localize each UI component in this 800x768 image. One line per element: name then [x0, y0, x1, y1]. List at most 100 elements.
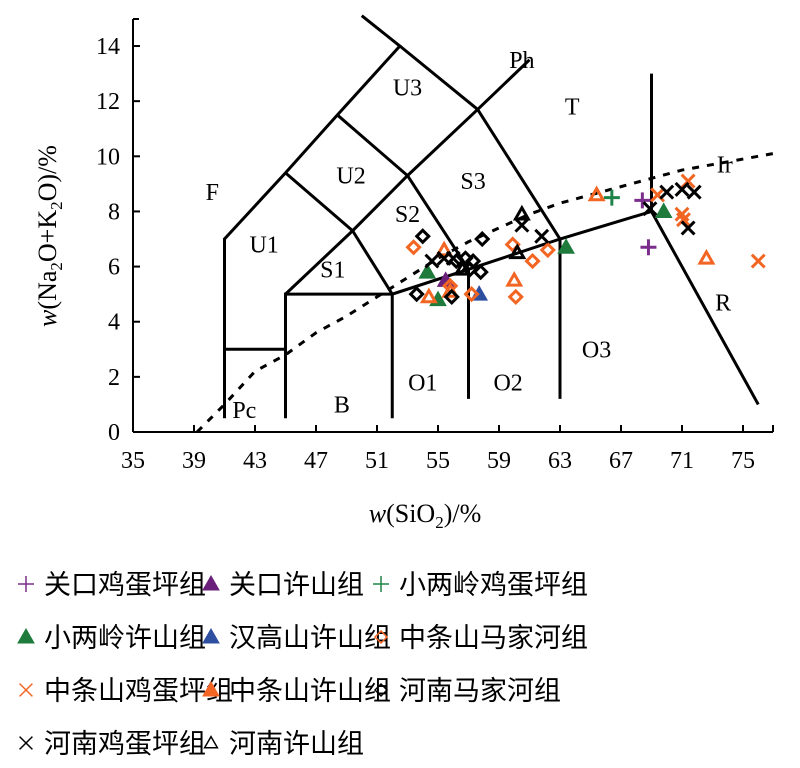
data-point [405, 239, 422, 256]
field-label-s1: S1 [320, 257, 345, 283]
data-point [697, 248, 716, 265]
x-tick-label: 59 [487, 448, 511, 474]
y-tick-label: 12 [96, 89, 120, 115]
data-point [680, 220, 696, 236]
legend-item: 关口鸡蛋坪组 [14, 563, 206, 602]
data-point [654, 202, 673, 218]
triangle-filled-marker-icon [199, 624, 223, 648]
x-tick-label: 55 [426, 448, 450, 474]
data-point [414, 228, 431, 245]
y-tick-label: 4 [108, 310, 120, 336]
data-point [676, 212, 691, 228]
legend-label: 中条山鸡蛋坪组 [44, 676, 233, 707]
field-boundary [650, 73, 760, 406]
legend-marker [19, 682, 33, 697]
x-ticks: 35 39 43 47 51 55 59 63 67 71 75 [121, 425, 774, 474]
legend-item: 汉高山许山组 [199, 616, 391, 655]
tas-diagram: 35 39 43 47 51 55 59 63 67 71 75 0 2 4 6 8 10 12 14 Ph U3 T… [33, 14, 774, 532]
series-8 [408, 228, 491, 306]
data-point [507, 288, 524, 306]
series-5 [405, 236, 556, 306]
data-point [504, 236, 521, 253]
field-boundary [476, 108, 562, 240]
y-tick-label: 10 [96, 144, 120, 170]
field-label-f: F [206, 180, 219, 206]
data-point [640, 239, 657, 256]
x-tick-label: 51 [365, 448, 389, 474]
data-point [557, 238, 575, 254]
series-6 [650, 173, 766, 269]
x-tick-label: 43 [243, 448, 267, 474]
y-axis-title: w(Na2O+K2O)/% [33, 145, 66, 327]
legend-label: 关口许山组 [229, 570, 364, 601]
legend-marker [18, 575, 34, 592]
legend-row: 河南鸡蛋坪组 河南许山组 [14, 715, 800, 768]
legend-item: 关口许山组 [199, 563, 369, 602]
data-point [445, 250, 461, 266]
field-label-t: T [565, 95, 580, 121]
data-point [686, 184, 702, 200]
legend-marker [373, 629, 389, 644]
data-point [474, 230, 491, 248]
data-point [659, 184, 675, 200]
y-ticks: 0 2 4 6 8 10 12 14 [96, 34, 140, 446]
x-axis-title: w(SiO2)/% [369, 499, 482, 532]
y-tick-label: 14 [96, 34, 120, 60]
data-point [539, 241, 556, 259]
field-label-ph: Ph [509, 48, 534, 74]
x-tick-label: 39 [182, 448, 206, 474]
data-point [674, 181, 690, 197]
data-point [750, 253, 766, 269]
data-point [453, 259, 472, 276]
legend-marker [373, 682, 389, 697]
legend-label: 中条山马家河组 [399, 623, 588, 654]
field-label-s2: S2 [395, 202, 420, 228]
data-point [505, 270, 524, 287]
series-0 [634, 192, 657, 256]
data-point [463, 286, 480, 303]
x-tick-label: 35 [121, 448, 145, 474]
legend-marker [202, 574, 220, 590]
plus-marker-icon [14, 571, 38, 595]
legend-label: 关口鸡蛋坪组 [44, 570, 206, 601]
field-label-o1: O1 [408, 370, 437, 396]
plus-marker-icon [369, 571, 393, 595]
data-points [405, 173, 766, 307]
data-point [680, 173, 696, 189]
x-tick-label: 71 [670, 448, 694, 474]
axes [132, 18, 773, 433]
triangle-open-marker-icon [199, 730, 223, 754]
field-label-u1: U1 [249, 233, 278, 259]
legend-marker [202, 627, 220, 643]
data-point [534, 228, 550, 244]
legend-marker [202, 680, 220, 696]
x-marker-icon [14, 730, 38, 754]
series-9 [424, 181, 702, 269]
data-point [418, 263, 437, 279]
field-label-u3: U3 [393, 75, 422, 101]
data-point [512, 204, 531, 221]
data-point [634, 192, 651, 209]
legend-item: 中条山鸡蛋坪组 [14, 669, 233, 708]
series-10 [453, 204, 531, 276]
data-point [443, 288, 460, 306]
triangle-filled-marker-icon [199, 677, 223, 701]
x-tick-label: 75 [731, 448, 755, 474]
field-boundary [351, 229, 394, 295]
legend-label: 汉高山许山组 [229, 623, 391, 654]
triangle-filled-marker-icon [199, 571, 223, 595]
legend-item: 河南许山组 [199, 722, 369, 761]
x-tick-label: 67 [609, 448, 633, 474]
legend-marker [17, 627, 35, 643]
field-label-r: R [715, 290, 731, 316]
field-label-o2: O2 [493, 370, 522, 396]
data-point [435, 240, 454, 257]
field-label-o3: O3 [582, 337, 611, 363]
field-label-s3: S3 [460, 169, 485, 195]
field-label-b: B [334, 392, 350, 418]
data-point [419, 287, 438, 304]
data-point [524, 252, 541, 270]
field-labels: Ph U3 T U2 S3 F Ir S2 U1 S1 R O3 O1 O2 B Pc [206, 48, 733, 424]
x-marker-icon [14, 677, 38, 701]
legend-label: 河南许山组 [229, 729, 364, 760]
